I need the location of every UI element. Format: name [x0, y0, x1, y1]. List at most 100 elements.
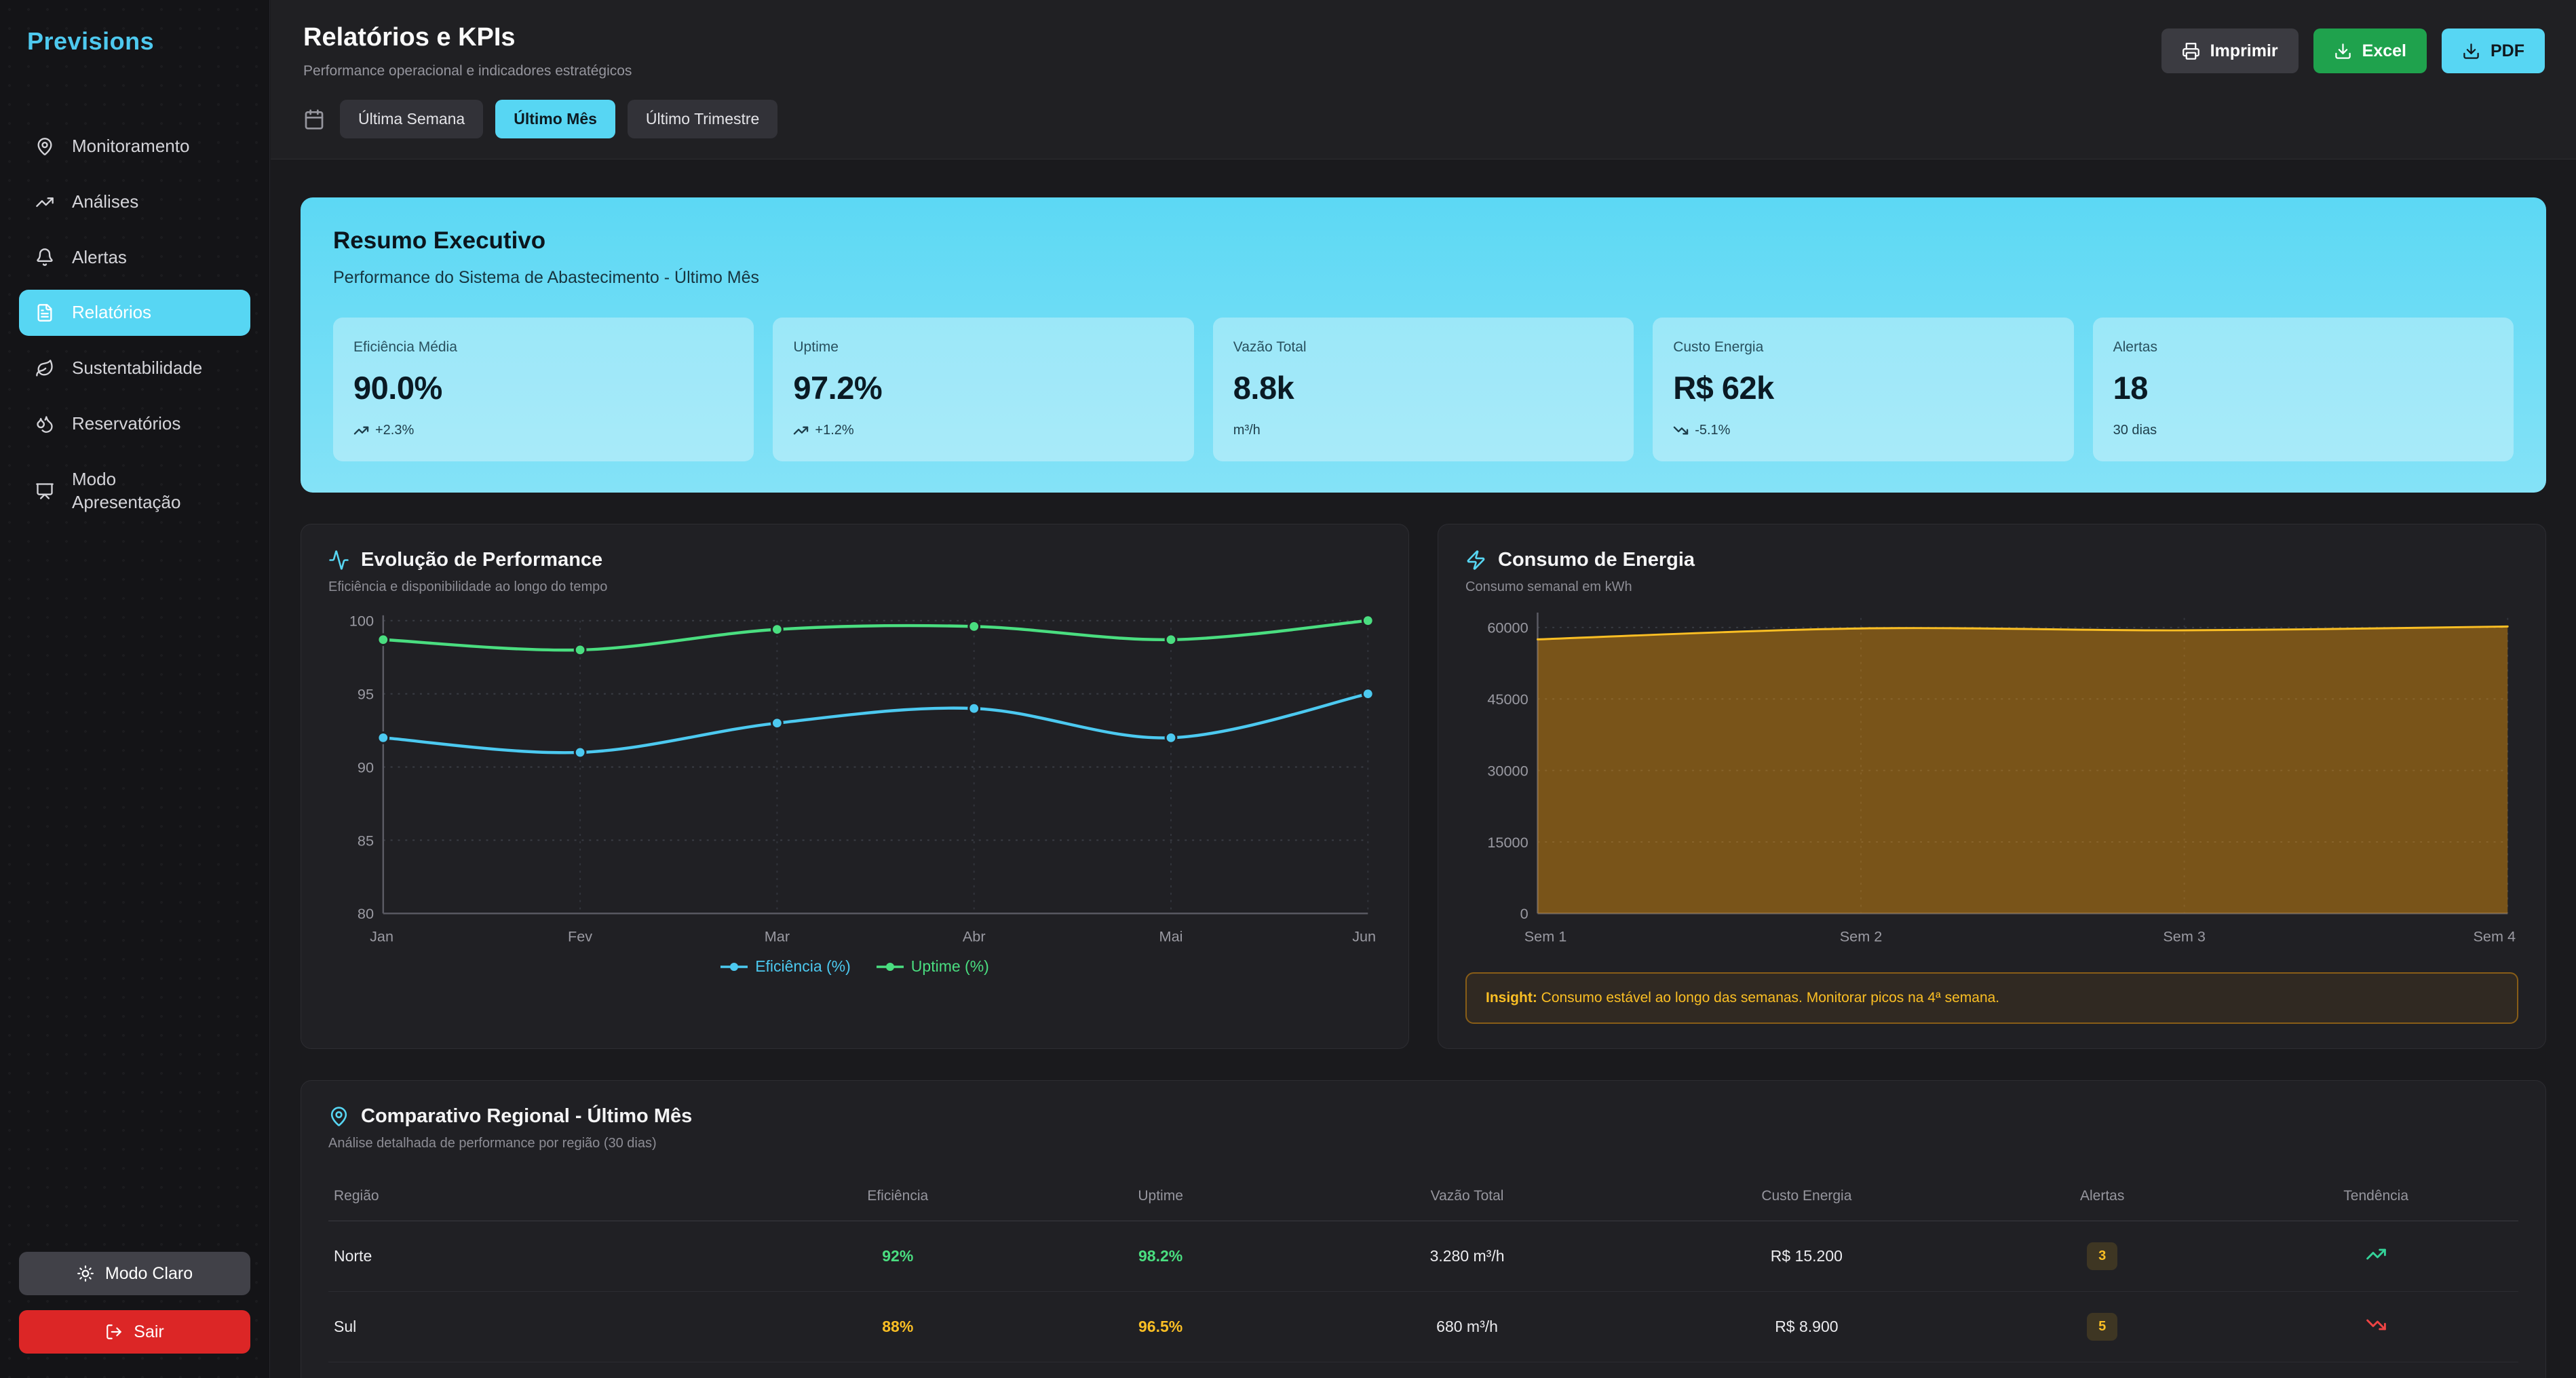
calendar-icon [303, 109, 325, 130]
sidebar-item-monitoramento[interactable]: Monitoramento [19, 123, 250, 170]
filter-ultimo-mes[interactable]: Último Mês [495, 100, 615, 138]
sidebar-item-analises[interactable]: Análises [19, 179, 250, 225]
kpi-delta: 30 dias [2113, 423, 2493, 438]
kpi-label: Uptime [793, 339, 1173, 356]
sidebar-footer: Modo Claro Sair [19, 1252, 250, 1354]
sidebar-item-label: Análises [72, 191, 138, 214]
sidebar-item-sustentabilidade[interactable]: Sustentabilidade [19, 345, 250, 391]
filter-ultimo-trimestre[interactable]: Último Trimestre [628, 100, 777, 138]
alert-count-badge: 3 [2087, 1242, 2117, 1270]
regional-table-card: Comparativo Regional - Último Mês Anális… [301, 1080, 2546, 1378]
trend-up-icon [2366, 1244, 2387, 1265]
energy-card-title: Consumo de Energia [1465, 549, 2518, 571]
svg-text:Mar: Mar [765, 928, 790, 945]
sidebar-item-reservatorios[interactable]: Reservatórios [19, 401, 250, 447]
svg-text:45000: 45000 [1487, 691, 1528, 708]
sidebar-item-label: Sustentabilidade [72, 357, 202, 380]
line-marker-icon [720, 962, 748, 972]
sidebar-item-label: Alertas [72, 246, 127, 269]
performance-card-subtitle: Eficiência e disponibilidade ao longo do… [328, 579, 1381, 595]
kpi-vazao-total: Vazão Total 8.8k m³/h [1213, 318, 1634, 461]
sidebar-nav: Monitoramento Análises Alertas Relatório… [19, 123, 250, 525]
sun-icon [77, 1265, 94, 1282]
excel-export-button[interactable]: Excel [2313, 28, 2427, 73]
sidebar-item-relatorios[interactable]: Relatórios [19, 290, 250, 336]
charts-row: Evolução de Performance Eficiência e dis… [301, 524, 2546, 1049]
activity-icon [328, 550, 349, 571]
kpi-delta: +2.3% [353, 423, 733, 438]
kpi-label: Custo Energia [1673, 339, 2053, 356]
regional-card-subtitle: Análise detalhada de performance por reg… [328, 1136, 2518, 1151]
kpi-label: Eficiência Média [353, 339, 733, 356]
theme-toggle-button[interactable]: Modo Claro [19, 1252, 250, 1295]
svg-text:Jun: Jun [1352, 928, 1376, 945]
svg-text:30000: 30000 [1487, 762, 1528, 779]
trend-down-icon [1673, 423, 1689, 438]
svg-text:Mai: Mai [1159, 928, 1183, 945]
kpi-value: 97.2% [793, 369, 1173, 406]
regional-table: Região Eficiência Uptime Vazão Total Cus… [328, 1173, 2518, 1378]
kpi-delta: m³/h [1233, 423, 1613, 438]
performance-chart-card: Evolução de Performance Eficiência e dis… [301, 524, 1409, 1049]
cell-regiao: Norte [328, 1221, 767, 1292]
col-tendencia: Tendência [2233, 1173, 2518, 1221]
svg-text:Sem 2: Sem 2 [1840, 928, 1883, 945]
col-vazao: Vazão Total [1292, 1173, 1642, 1221]
kpi-label: Vazão Total [1233, 339, 1613, 356]
page-header: Relatórios e KPIs Performance operaciona… [271, 0, 2576, 159]
table-header-row: Região Eficiência Uptime Vazão Total Cus… [328, 1173, 2518, 1221]
kpi-sub: 30 dias [2113, 423, 2157, 438]
download-icon [2462, 42, 2480, 60]
sidebar-item-label: Modo Apresentação [72, 468, 194, 514]
svg-text:Fev: Fev [568, 928, 592, 945]
print-button[interactable]: Imprimir [2161, 28, 2299, 73]
presentation-icon [35, 482, 54, 501]
printer-icon [2182, 42, 2200, 60]
page-content: Resumo Executivo Performance do Sistema … [271, 159, 2576, 1378]
cell-vazao: 680 m³/h [1292, 1292, 1642, 1362]
svg-text:80: 80 [358, 905, 374, 922]
theme-toggle-label: Modo Claro [105, 1264, 193, 1284]
droplets-icon [35, 415, 54, 434]
logout-button[interactable]: Sair [19, 1310, 250, 1354]
sidebar-item-label: Monitoramento [72, 135, 189, 158]
kpi-eficiencia-media: Eficiência Média 90.0% +2.3% [333, 318, 754, 461]
kpi-grid: Eficiência Média 90.0% +2.3% Uptime 97.2… [333, 318, 2514, 461]
sidebar-item-alertas[interactable]: Alertas [19, 235, 250, 281]
sidebar-item-modo-apresentacao[interactable]: Modo Apresentação [19, 457, 250, 526]
svg-text:90: 90 [358, 759, 374, 776]
insight-prefix: Insight: [1486, 990, 1537, 1006]
svg-text:Jan: Jan [370, 928, 393, 945]
cell-uptime: 96.5% [1138, 1318, 1183, 1335]
energy-chart: 015000300004500060000Sem 1Sem 2Sem 3Sem … [1465, 607, 2518, 955]
pdf-label: PDF [2491, 41, 2524, 61]
svg-text:60000: 60000 [1487, 619, 1528, 636]
alert-count-badge: 5 [2087, 1313, 2117, 1341]
col-regiao: Região [328, 1173, 767, 1221]
trend-down-icon [2366, 1314, 2387, 1335]
summary-subtitle: Performance do Sistema de Abastecimento … [333, 268, 2514, 288]
svg-text:0: 0 [1520, 905, 1529, 922]
svg-text:85: 85 [358, 832, 374, 849]
period-filter-bar: Última Semana Último Mês Último Trimestr… [303, 100, 2543, 138]
cell-custo: R$ 18.500 [1642, 1362, 1971, 1378]
col-custo: Custo Energia [1642, 1173, 1971, 1221]
kpi-value: 18 [2113, 369, 2493, 406]
insight-text: Consumo estável ao longo das semanas. Mo… [1537, 990, 1999, 1006]
log-out-icon [105, 1323, 123, 1341]
pdf-export-button[interactable]: PDF [2442, 28, 2545, 73]
kpi-delta: +1.2% [793, 423, 1173, 438]
col-alertas: Alertas [1971, 1173, 2233, 1221]
energy-card-subtitle: Consumo semanal em kWh [1465, 579, 2518, 595]
kpi-uptime: Uptime 97.2% +1.2% [773, 318, 1193, 461]
download-icon [2334, 42, 2352, 60]
filter-ultima-semana[interactable]: Última Semana [340, 100, 483, 138]
col-eficiencia: Eficiência [767, 1173, 1029, 1221]
sidebar-item-label: Reservatórios [72, 413, 180, 436]
logout-label: Sair [134, 1322, 164, 1342]
svg-text:15000: 15000 [1487, 834, 1528, 851]
svg-text:Sem 1: Sem 1 [1524, 928, 1567, 945]
kpi-delta-value: +1.2% [815, 423, 853, 438]
excel-label: Excel [2362, 41, 2406, 61]
legend-uptime: Uptime (%) [877, 957, 989, 976]
